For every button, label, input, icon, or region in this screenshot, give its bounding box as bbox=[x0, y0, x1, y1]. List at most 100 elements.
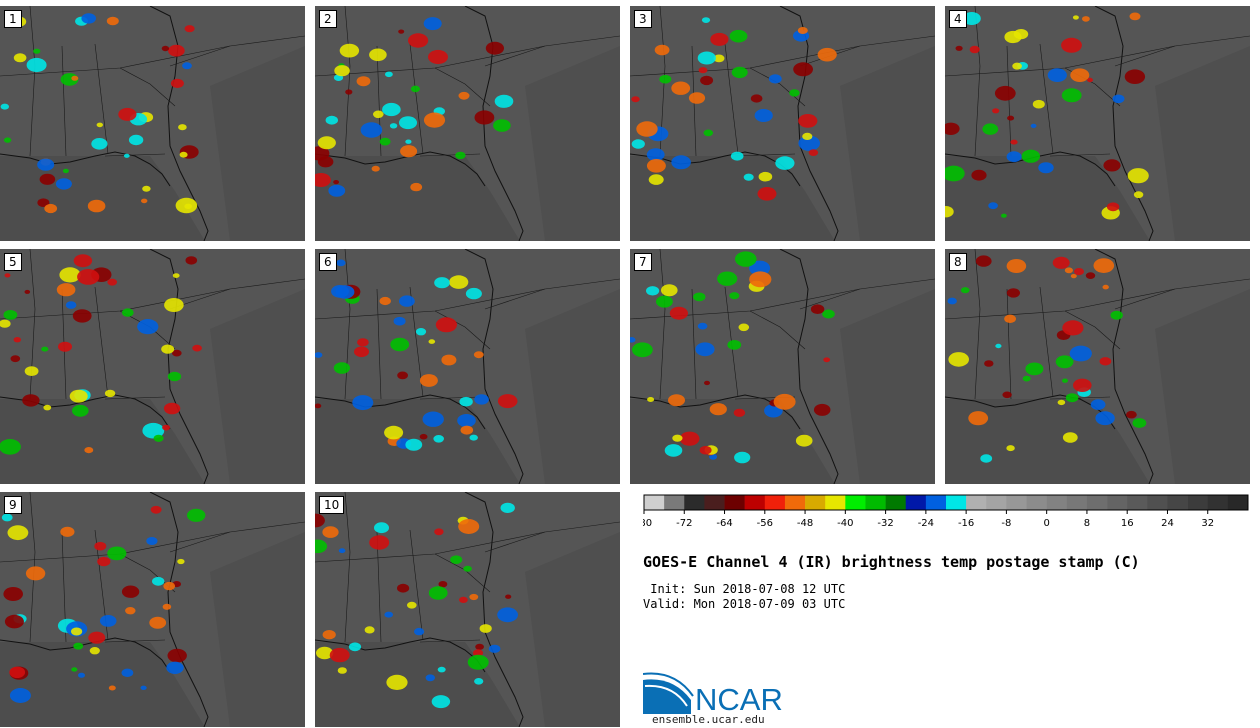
state-border bbox=[974, 6, 981, 157]
convective-cell bbox=[104, 389, 116, 398]
state-border bbox=[169, 521, 305, 553]
colorbar-segment bbox=[946, 495, 967, 510]
convective-cell bbox=[1090, 399, 1106, 410]
state-border bbox=[419, 396, 481, 400]
convective-cell bbox=[44, 203, 58, 214]
convective-cell bbox=[648, 174, 664, 185]
convective-cell bbox=[7, 525, 29, 541]
postage-stamp-panel: 2 bbox=[315, 6, 620, 241]
convective-cell bbox=[802, 132, 813, 140]
gulf-coastline bbox=[315, 151, 486, 187]
convective-cell bbox=[81, 13, 96, 24]
convective-cell bbox=[33, 48, 41, 54]
convective-cell bbox=[71, 667, 78, 672]
state-border bbox=[1049, 153, 1111, 157]
state-border bbox=[119, 67, 176, 107]
convective-cell bbox=[315, 146, 330, 161]
convective-cell bbox=[971, 169, 987, 181]
convective-cell bbox=[121, 585, 140, 598]
convective-cell bbox=[1070, 274, 1077, 279]
colorbar-segment bbox=[1046, 495, 1068, 510]
state-border bbox=[659, 249, 666, 400]
convective-cell bbox=[459, 596, 468, 603]
panel-label: 9 bbox=[4, 496, 22, 514]
convective-cell bbox=[386, 674, 408, 690]
convective-cell bbox=[84, 447, 94, 454]
convective-cell bbox=[166, 661, 184, 674]
convective-cell bbox=[428, 586, 448, 600]
convective-cell bbox=[472, 649, 484, 657]
convective-cell bbox=[94, 541, 107, 551]
colorbar-segment bbox=[1207, 495, 1229, 510]
postage-stamp-panel: 6 bbox=[315, 249, 620, 484]
colorbar-tick-label: 24 bbox=[1161, 518, 1174, 529]
convective-cell bbox=[485, 41, 504, 55]
convective-cell bbox=[474, 394, 489, 405]
convective-cell bbox=[775, 156, 795, 170]
convective-cell bbox=[1065, 393, 1079, 403]
convective-cell bbox=[4, 614, 24, 629]
convective-cell bbox=[1069, 345, 1092, 362]
colorbar-tick-label: 8 bbox=[1084, 518, 1090, 529]
convective-cell bbox=[823, 357, 831, 363]
convective-cell bbox=[434, 277, 450, 289]
state-border bbox=[799, 278, 935, 310]
convective-cell bbox=[71, 627, 83, 636]
convective-cell bbox=[688, 92, 706, 104]
colorbar-segment bbox=[744, 495, 766, 510]
colorbar-segment bbox=[1107, 495, 1128, 510]
convective-cell bbox=[704, 380, 710, 386]
convective-cell bbox=[179, 151, 188, 158]
convective-cell bbox=[727, 340, 742, 350]
ir-map bbox=[0, 249, 305, 484]
colorbar-segment bbox=[784, 495, 806, 510]
convective-cell bbox=[96, 122, 104, 128]
convective-cell bbox=[459, 396, 473, 407]
colorbar-tick-label: -48 bbox=[797, 518, 813, 529]
convective-cell bbox=[817, 47, 837, 62]
convective-cell bbox=[122, 308, 134, 317]
convective-cell bbox=[71, 75, 79, 81]
convective-cell bbox=[730, 151, 744, 161]
state-border bbox=[94, 286, 109, 398]
convective-cell bbox=[433, 435, 444, 443]
convective-cell bbox=[960, 287, 970, 294]
colorbar-segment bbox=[1006, 495, 1027, 510]
convective-cell bbox=[364, 626, 375, 634]
ir-map bbox=[315, 6, 620, 241]
convective-cell bbox=[646, 286, 660, 296]
ir-map bbox=[0, 492, 305, 727]
convective-cell bbox=[334, 65, 350, 77]
convective-cell bbox=[315, 173, 331, 187]
convective-cell bbox=[149, 616, 167, 629]
convective-cell bbox=[357, 338, 369, 347]
panel-label: 1 bbox=[4, 10, 22, 28]
convective-cell bbox=[415, 328, 427, 336]
convective-cell bbox=[177, 558, 185, 565]
convective-cell bbox=[373, 110, 384, 119]
convective-cell bbox=[65, 301, 77, 309]
convective-cell bbox=[700, 75, 714, 86]
convective-cell bbox=[4, 273, 11, 278]
gulf-coastline bbox=[0, 394, 171, 430]
convective-cell bbox=[695, 342, 715, 357]
state-border bbox=[94, 43, 109, 155]
convective-cell bbox=[713, 54, 725, 63]
convective-cell bbox=[1124, 69, 1146, 84]
ir-map bbox=[945, 6, 1250, 241]
convective-cell bbox=[1127, 168, 1149, 184]
convective-cell bbox=[37, 158, 55, 171]
convective-cell bbox=[469, 593, 479, 601]
convective-cell bbox=[107, 278, 117, 286]
convective-cell bbox=[408, 33, 429, 48]
convective-cell bbox=[738, 323, 750, 332]
convective-cell bbox=[749, 260, 771, 276]
state-border bbox=[1006, 45, 1012, 157]
convective-cell bbox=[26, 57, 47, 73]
convective-cell bbox=[664, 444, 683, 457]
convective-cell bbox=[192, 344, 202, 352]
convective-cell bbox=[87, 199, 106, 213]
postage-stamp-panel: 1 bbox=[0, 6, 305, 241]
convective-cell bbox=[1103, 159, 1121, 172]
convective-cell bbox=[22, 394, 40, 407]
